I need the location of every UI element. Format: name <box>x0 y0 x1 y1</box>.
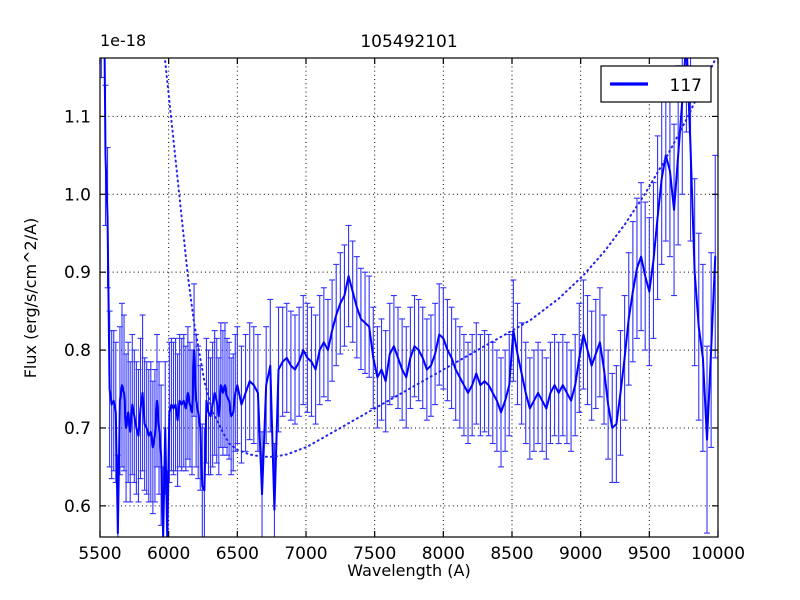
x-tick-label: 7500 <box>353 544 396 564</box>
legend-label: 117 <box>670 76 702 96</box>
grid-lines <box>100 58 718 537</box>
y-tick-label: 0.9 <box>64 263 91 283</box>
y-tick-label: 1.0 <box>64 185 91 205</box>
y-tick-label: 0.8 <box>64 341 91 361</box>
series-line-model <box>163 58 717 458</box>
x-tick-label: 10000 <box>691 544 745 564</box>
data-series-layer <box>100 58 718 537</box>
x-tick-label: 9500 <box>628 544 671 564</box>
x-tick-label: 6500 <box>216 544 259 564</box>
plot-frame <box>99 57 719 538</box>
x-tick-label: 8000 <box>422 544 465 564</box>
y-tick-label: 1.1 <box>64 107 91 127</box>
x-tick-label: 9000 <box>559 544 602 564</box>
axis-ticks <box>99 58 719 537</box>
x-tick-label: 7000 <box>284 544 327 564</box>
x-axis-label: Wavelength (A) <box>347 561 470 580</box>
chart-title: 105492101 <box>360 32 457 52</box>
x-tick-label: 6000 <box>147 544 190 564</box>
series-line-117 <box>103 58 717 537</box>
y-axis-label: Flux (erg/s/cm^2/A) <box>21 218 40 379</box>
legend[interactable]: 117 <box>600 65 712 103</box>
y-axis-offset-text: 1e-18 <box>100 31 146 50</box>
x-tick-label: 8500 <box>490 544 533 564</box>
y-tick-label: 0.7 <box>64 419 91 439</box>
axis-tick-labels: 5500 6000 6500 7000 7500 8000 8500 9000 9500 1000… <box>64 107 745 564</box>
x-tick-label: 5500 <box>78 544 121 564</box>
y-tick-label: 0.6 <box>64 497 91 517</box>
